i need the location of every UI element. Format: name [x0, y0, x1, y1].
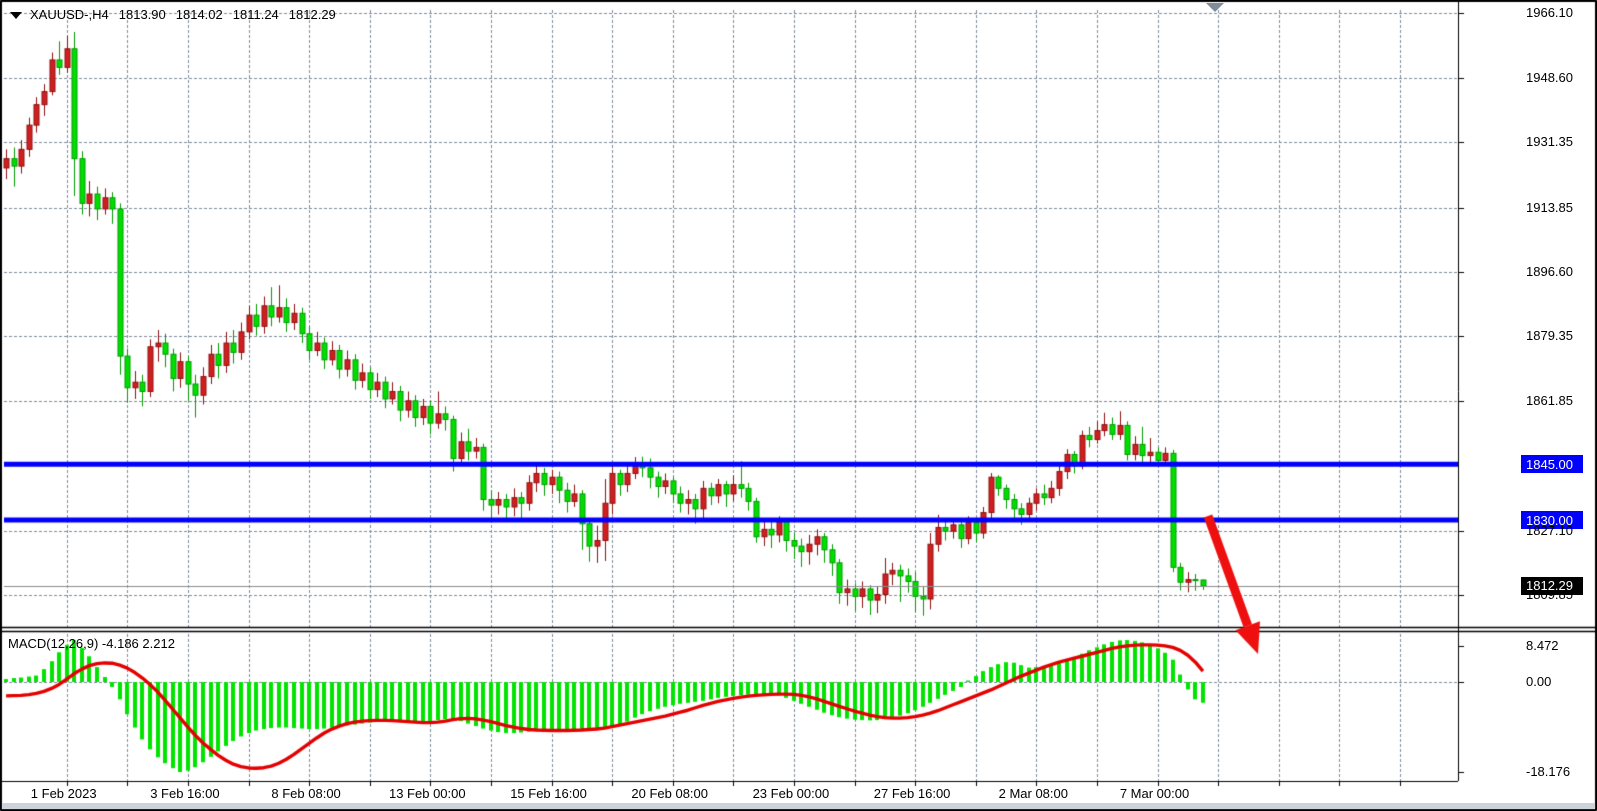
price-axis-label: 1879.35 — [1526, 328, 1573, 344]
time-axis-label: 15 Feb 16:00 — [510, 786, 587, 801]
chart-shift-marker-icon[interactable] — [1206, 3, 1224, 12]
price-axis-label: 1861.85 — [1526, 393, 1573, 409]
price-axis-label: 1966.10 — [1526, 5, 1573, 20]
price-axis-label: 1931.35 — [1526, 134, 1573, 150]
time-axis-label: 7 Mar 00:00 — [1119, 786, 1190, 801]
time-axis-label: 23 Feb 00:00 — [752, 786, 830, 801]
time-axis-label: 8 Feb 08:00 — [271, 786, 341, 801]
ohlc-low: 1811.24 — [232, 7, 279, 22]
price-axis-label: 1896.60 — [1526, 263, 1573, 279]
window-bottom-strip — [2, 803, 1595, 809]
bid-price-badge: 1812.29 — [1521, 576, 1583, 595]
price-axis-label: 1948.60 — [1526, 70, 1573, 86]
hline-price-badge-1845: 1845.00 — [1521, 455, 1583, 474]
price-axis-label: 1827.10 — [1526, 522, 1573, 538]
price-axis-label: 1913.85 — [1526, 199, 1573, 215]
ohlc-open: 1813.90 — [118, 7, 166, 22]
time-axis-label: 20 Feb 08:00 — [631, 786, 708, 801]
ohlc-high: 1814.02 — [175, 7, 223, 22]
chart-title: XAUUSD-,H4 1813.90 1814.02 1811.24 1812.… — [10, 7, 336, 22]
macd-axis-label: 8.472 — [1526, 638, 1559, 653]
symbol-period-label: XAUUSD-,H4 — [30, 7, 109, 22]
time-axis-label: 1 Feb 2023 — [30, 786, 97, 801]
hline-price-badge-1830: 1830.00 — [1521, 511, 1583, 529]
macd-axis-label: -18.176 — [1526, 764, 1571, 780]
macd-axis-label: 0.00 — [1526, 674, 1552, 689]
ohlc-close: 1812.29 — [288, 7, 336, 22]
time-axis-label: 27 Feb 16:00 — [873, 786, 951, 801]
macd-indicator-label: MACD(12,26,9) -4.186 2.212 — [8, 636, 175, 651]
time-axis-label: 2 Mar 08:00 — [998, 786, 1068, 801]
price-axis-label: 1809.85 — [1526, 587, 1573, 603]
symbol-dropdown-icon[interactable] — [10, 12, 22, 19]
time-axis-label: 3 Feb 16:00 — [150, 786, 220, 801]
time-axis-label: 13 Feb 00:00 — [388, 786, 466, 801]
